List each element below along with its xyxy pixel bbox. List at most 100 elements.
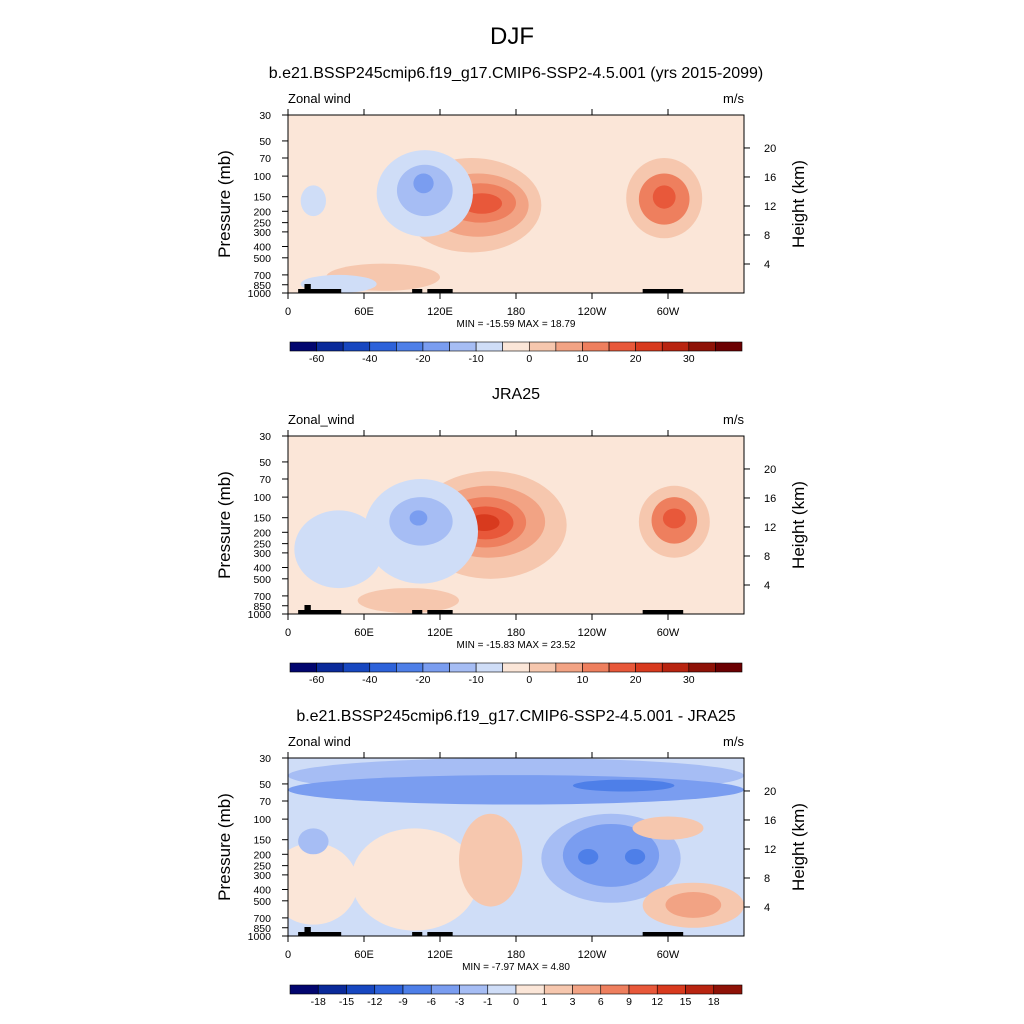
y-tick-label: 1000	[248, 288, 272, 300]
colorbar-tick-label: 0	[513, 996, 519, 1008]
colorbar-tick-label: -1	[483, 996, 492, 1008]
y-tick-label: 1000	[248, 609, 272, 621]
y2-tick-label: 4	[764, 259, 770, 271]
y-tick-label: 100	[253, 171, 271, 183]
y2-tick-label: 12	[764, 201, 776, 213]
colorbar-tick-label: -15	[339, 996, 354, 1008]
panel-title: JRA25	[492, 386, 540, 403]
y-tick-label: 200	[253, 849, 271, 861]
y2-tick-label: 4	[764, 580, 770, 592]
colorbar-tick-label: 20	[630, 353, 642, 365]
y-tick-label: 700	[253, 591, 271, 603]
topography-mask	[412, 289, 423, 293]
y-axis-title: Pressure (mb)	[215, 793, 234, 901]
min-max-stats: MIN = -15.83 MAX = 23.52	[457, 640, 576, 651]
contour-region	[298, 828, 329, 855]
panel-2: JRA25 Zonal_wind m/s 0 60E 120E 180 120W 60W 30 50…	[215, 386, 808, 686]
colorbar-swatch	[688, 341, 716, 352]
colorbar-swatch	[582, 341, 610, 352]
contour-region	[459, 813, 523, 907]
colorbar-swatch	[422, 662, 450, 673]
x-tick-label: 180	[507, 627, 525, 639]
y2-tick-label: 12	[764, 522, 776, 534]
colorbar-swatch	[502, 341, 530, 352]
colorbar-tick-label: -60	[309, 674, 324, 686]
x-tick-label: 60E	[354, 306, 374, 318]
y-axis-title: Pressure (mb)	[215, 150, 234, 258]
colorbar-swatch	[628, 984, 658, 995]
colorbar-swatch	[475, 341, 504, 352]
colorbar-tick-label: -40	[362, 674, 377, 686]
colorbar-swatch	[369, 341, 397, 352]
y2-tick-label: 8	[764, 873, 770, 885]
y-tick-label: 300	[253, 548, 271, 560]
y-tick-label: 30	[259, 431, 271, 443]
colorbar-tick-label: 3	[570, 996, 576, 1008]
x-tick-label: 60W	[657, 949, 680, 961]
contour-region	[300, 185, 327, 217]
colorbar-tick-label: 15	[680, 996, 692, 1008]
y-tick-label: 150	[253, 192, 271, 204]
contour-region	[665, 891, 722, 918]
colorbar-swatch	[608, 662, 636, 673]
colorbar-tick-label: -6	[427, 996, 436, 1008]
x-tick-label: 120W	[578, 949, 607, 961]
colorbar-swatch	[555, 341, 583, 352]
x-tick-label: 120W	[578, 306, 607, 318]
y-tick-label: 300	[253, 870, 271, 882]
contour-region	[632, 816, 704, 840]
panel-3: b.e21.BSSP245cmip6.f19_g17.CMIP6-SSP2-4.…	[215, 708, 808, 1008]
y2-tick-label: 4	[764, 902, 770, 914]
colorbar-swatch	[635, 341, 663, 352]
colorbar-swatch	[396, 341, 424, 352]
x-tick-label: 60E	[354, 627, 374, 639]
y-tick-label: 400	[253, 884, 271, 896]
y-tick-label: 150	[253, 835, 271, 847]
colorbar-swatch	[582, 662, 610, 673]
colorbar-tick-label: 6	[598, 996, 604, 1008]
variable-label: Zonal wind	[288, 91, 351, 106]
contour-region	[357, 588, 460, 613]
topography-mask	[642, 610, 684, 614]
colorbar-swatch	[289, 341, 317, 352]
contour-field	[288, 115, 744, 293]
x-tick-label: 60W	[657, 627, 680, 639]
y2-axis-title: Height (km)	[789, 160, 808, 248]
colorbar-swatch	[317, 984, 347, 995]
y-tick-label: 250	[253, 539, 271, 551]
contour-field	[288, 758, 744, 936]
y-tick-label: 400	[253, 241, 271, 253]
colorbar-swatch	[515, 984, 545, 995]
colorbar-swatch	[661, 662, 690, 673]
panel-1: b.e21.BSSP245cmip6.f19_g17.CMIP6-SSP2-4.…	[215, 65, 808, 365]
colorbar-tick-label: -20	[415, 674, 430, 686]
colorbar-swatch	[449, 341, 477, 352]
y-tick-label: 30	[259, 110, 271, 122]
colorbar-tick-label: 0	[526, 674, 532, 686]
colorbar-tick-label: -12	[367, 996, 382, 1008]
y-tick-label: 50	[259, 136, 271, 148]
units-label: m/s	[723, 412, 744, 427]
colorbar-tick-label: -18	[311, 996, 326, 1008]
y2-axis-title: Height (km)	[789, 481, 808, 569]
colorbar-swatch	[608, 341, 636, 352]
contour-region	[409, 510, 428, 526]
colorbar-swatch	[543, 984, 573, 995]
colorbar-swatch	[528, 662, 557, 673]
colorbar-tick-label: 30	[683, 353, 695, 365]
colorbar-tick-label: -60	[309, 353, 324, 365]
colorbar-swatch	[635, 662, 663, 673]
colorbar-swatch	[422, 341, 450, 352]
colorbar-swatch	[449, 662, 477, 673]
x-tick-label: 120E	[427, 949, 453, 961]
colorbar-tick-label: 10	[577, 353, 589, 365]
colorbar-swatch	[713, 984, 743, 995]
y-tick-label: 850	[253, 601, 271, 613]
colorbar-swatch	[656, 984, 686, 995]
topography-mask	[304, 284, 311, 289]
colorbar-tick-label: -9	[398, 996, 407, 1008]
colorbar-swatch	[487, 984, 517, 995]
colorbar-swatch	[316, 662, 344, 673]
y2-tick-label: 20	[764, 786, 776, 798]
